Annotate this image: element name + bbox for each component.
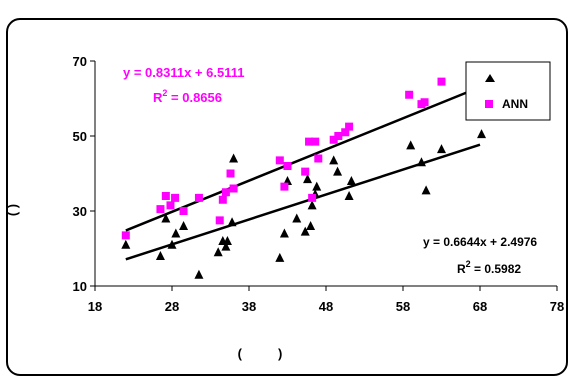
data-point-square bbox=[275, 156, 284, 165]
data-point-square bbox=[329, 135, 338, 144]
data-point-triangle bbox=[303, 174, 313, 184]
ann-r2-suffix: = 0.8656 bbox=[167, 90, 222, 105]
data-point-square bbox=[280, 182, 289, 191]
data-point-square bbox=[305, 137, 314, 146]
data-point-triangle bbox=[344, 191, 354, 200]
data-point-triangle bbox=[179, 221, 189, 230]
data-point-triangle bbox=[329, 155, 339, 165]
x-tick-label: 48 bbox=[319, 299, 333, 314]
trendline-series-1 bbox=[125, 85, 481, 232]
data-point-square bbox=[314, 154, 323, 163]
data-point-square bbox=[341, 128, 350, 137]
x-tick-label: 68 bbox=[473, 299, 487, 314]
mlr-r2-prefix: R bbox=[457, 262, 466, 276]
data-point-triangle bbox=[437, 144, 446, 154]
data-point-triangle bbox=[416, 157, 426, 167]
data-point-triangle bbox=[346, 176, 356, 185]
data-point-triangle bbox=[275, 252, 285, 262]
mlr-r2-suffix: = 0.5982 bbox=[471, 262, 522, 276]
data-point-triangle bbox=[121, 239, 131, 249]
data-point-square bbox=[215, 216, 224, 225]
data-point-square bbox=[226, 169, 235, 178]
ann-r2-prefix: R bbox=[153, 90, 163, 105]
ann-r2: R2 = 0.8656 bbox=[153, 88, 222, 105]
data-point-square bbox=[166, 201, 175, 210]
data-point-square bbox=[345, 122, 354, 131]
data-point-square bbox=[171, 193, 180, 202]
data-point-square bbox=[156, 205, 165, 214]
ann-r2-sup: 2 bbox=[162, 88, 167, 98]
y-tick-label: 10 bbox=[73, 279, 87, 294]
data-point-triangle bbox=[213, 247, 223, 257]
data-point-square bbox=[420, 98, 429, 107]
data-point-square bbox=[229, 184, 238, 193]
data-point-square bbox=[437, 77, 446, 86]
data-point-triangle bbox=[477, 129, 487, 139]
x-axis-label: ( ) bbox=[238, 346, 283, 361]
legend-label-ann: ANN bbox=[502, 97, 528, 111]
data-point-triangle bbox=[221, 241, 231, 251]
data-point-triangle bbox=[194, 269, 204, 279]
data-point-square bbox=[405, 90, 414, 99]
legend-triangle-marker bbox=[485, 74, 495, 82]
data-point-triangle bbox=[171, 228, 181, 238]
data-point-triangle bbox=[161, 213, 171, 223]
data-point-triangle bbox=[229, 153, 239, 163]
data-point-square bbox=[161, 192, 170, 200]
mlr-r2-sup: 2 bbox=[466, 259, 471, 269]
data-point-triangle bbox=[167, 239, 177, 249]
data-point-square bbox=[194, 193, 203, 202]
data-point-triangle bbox=[292, 213, 302, 223]
data-point-square bbox=[311, 137, 320, 146]
x-tick-label: 78 bbox=[550, 299, 564, 314]
data-point-triangle bbox=[155, 251, 165, 260]
data-point-square bbox=[334, 132, 343, 140]
y-tick-label: 50 bbox=[73, 129, 87, 144]
data-point-triangle bbox=[306, 221, 316, 230]
data-point-square bbox=[308, 193, 317, 202]
y-axis-label: ( ) bbox=[5, 204, 20, 216]
mlr-r2: R2 = 0.5982 bbox=[457, 259, 521, 276]
data-point-square bbox=[121, 231, 130, 240]
x-tick-label: 18 bbox=[88, 299, 102, 314]
y-tick-label: 30 bbox=[73, 204, 87, 219]
legend-square-marker bbox=[485, 100, 493, 108]
legend: ANN bbox=[465, 61, 551, 121]
data-point-triangle bbox=[279, 228, 289, 238]
data-point-triangle bbox=[333, 166, 343, 176]
plot-layer: 10 30 50 70 18 28 38 48 58 68 78 bbox=[73, 54, 565, 314]
data-point-triangle bbox=[227, 217, 237, 227]
x-tick-label: 38 bbox=[242, 299, 256, 314]
legend-box bbox=[465, 61, 551, 121]
data-point-square bbox=[221, 188, 230, 197]
data-point-triangle bbox=[307, 200, 317, 210]
y-tick-label: 70 bbox=[73, 54, 87, 69]
data-point-triangle bbox=[406, 140, 416, 150]
data-point-square bbox=[283, 162, 292, 170]
data-point-triangle bbox=[300, 226, 310, 236]
x-tick-label: 28 bbox=[165, 299, 179, 314]
data-point-triangle bbox=[222, 236, 232, 245]
x-tick-label: 58 bbox=[396, 299, 410, 314]
data-point-triangle bbox=[421, 185, 431, 195]
data-point-square bbox=[179, 207, 188, 215]
data-point-triangle bbox=[312, 181, 322, 191]
data-point-square bbox=[301, 167, 310, 176]
ann-equation: y = 0.8311x + 6.5111 bbox=[123, 65, 244, 80]
mlr-equation: y = 0.6644x + 2.4976 bbox=[423, 235, 537, 249]
data-point-square bbox=[218, 195, 227, 204]
